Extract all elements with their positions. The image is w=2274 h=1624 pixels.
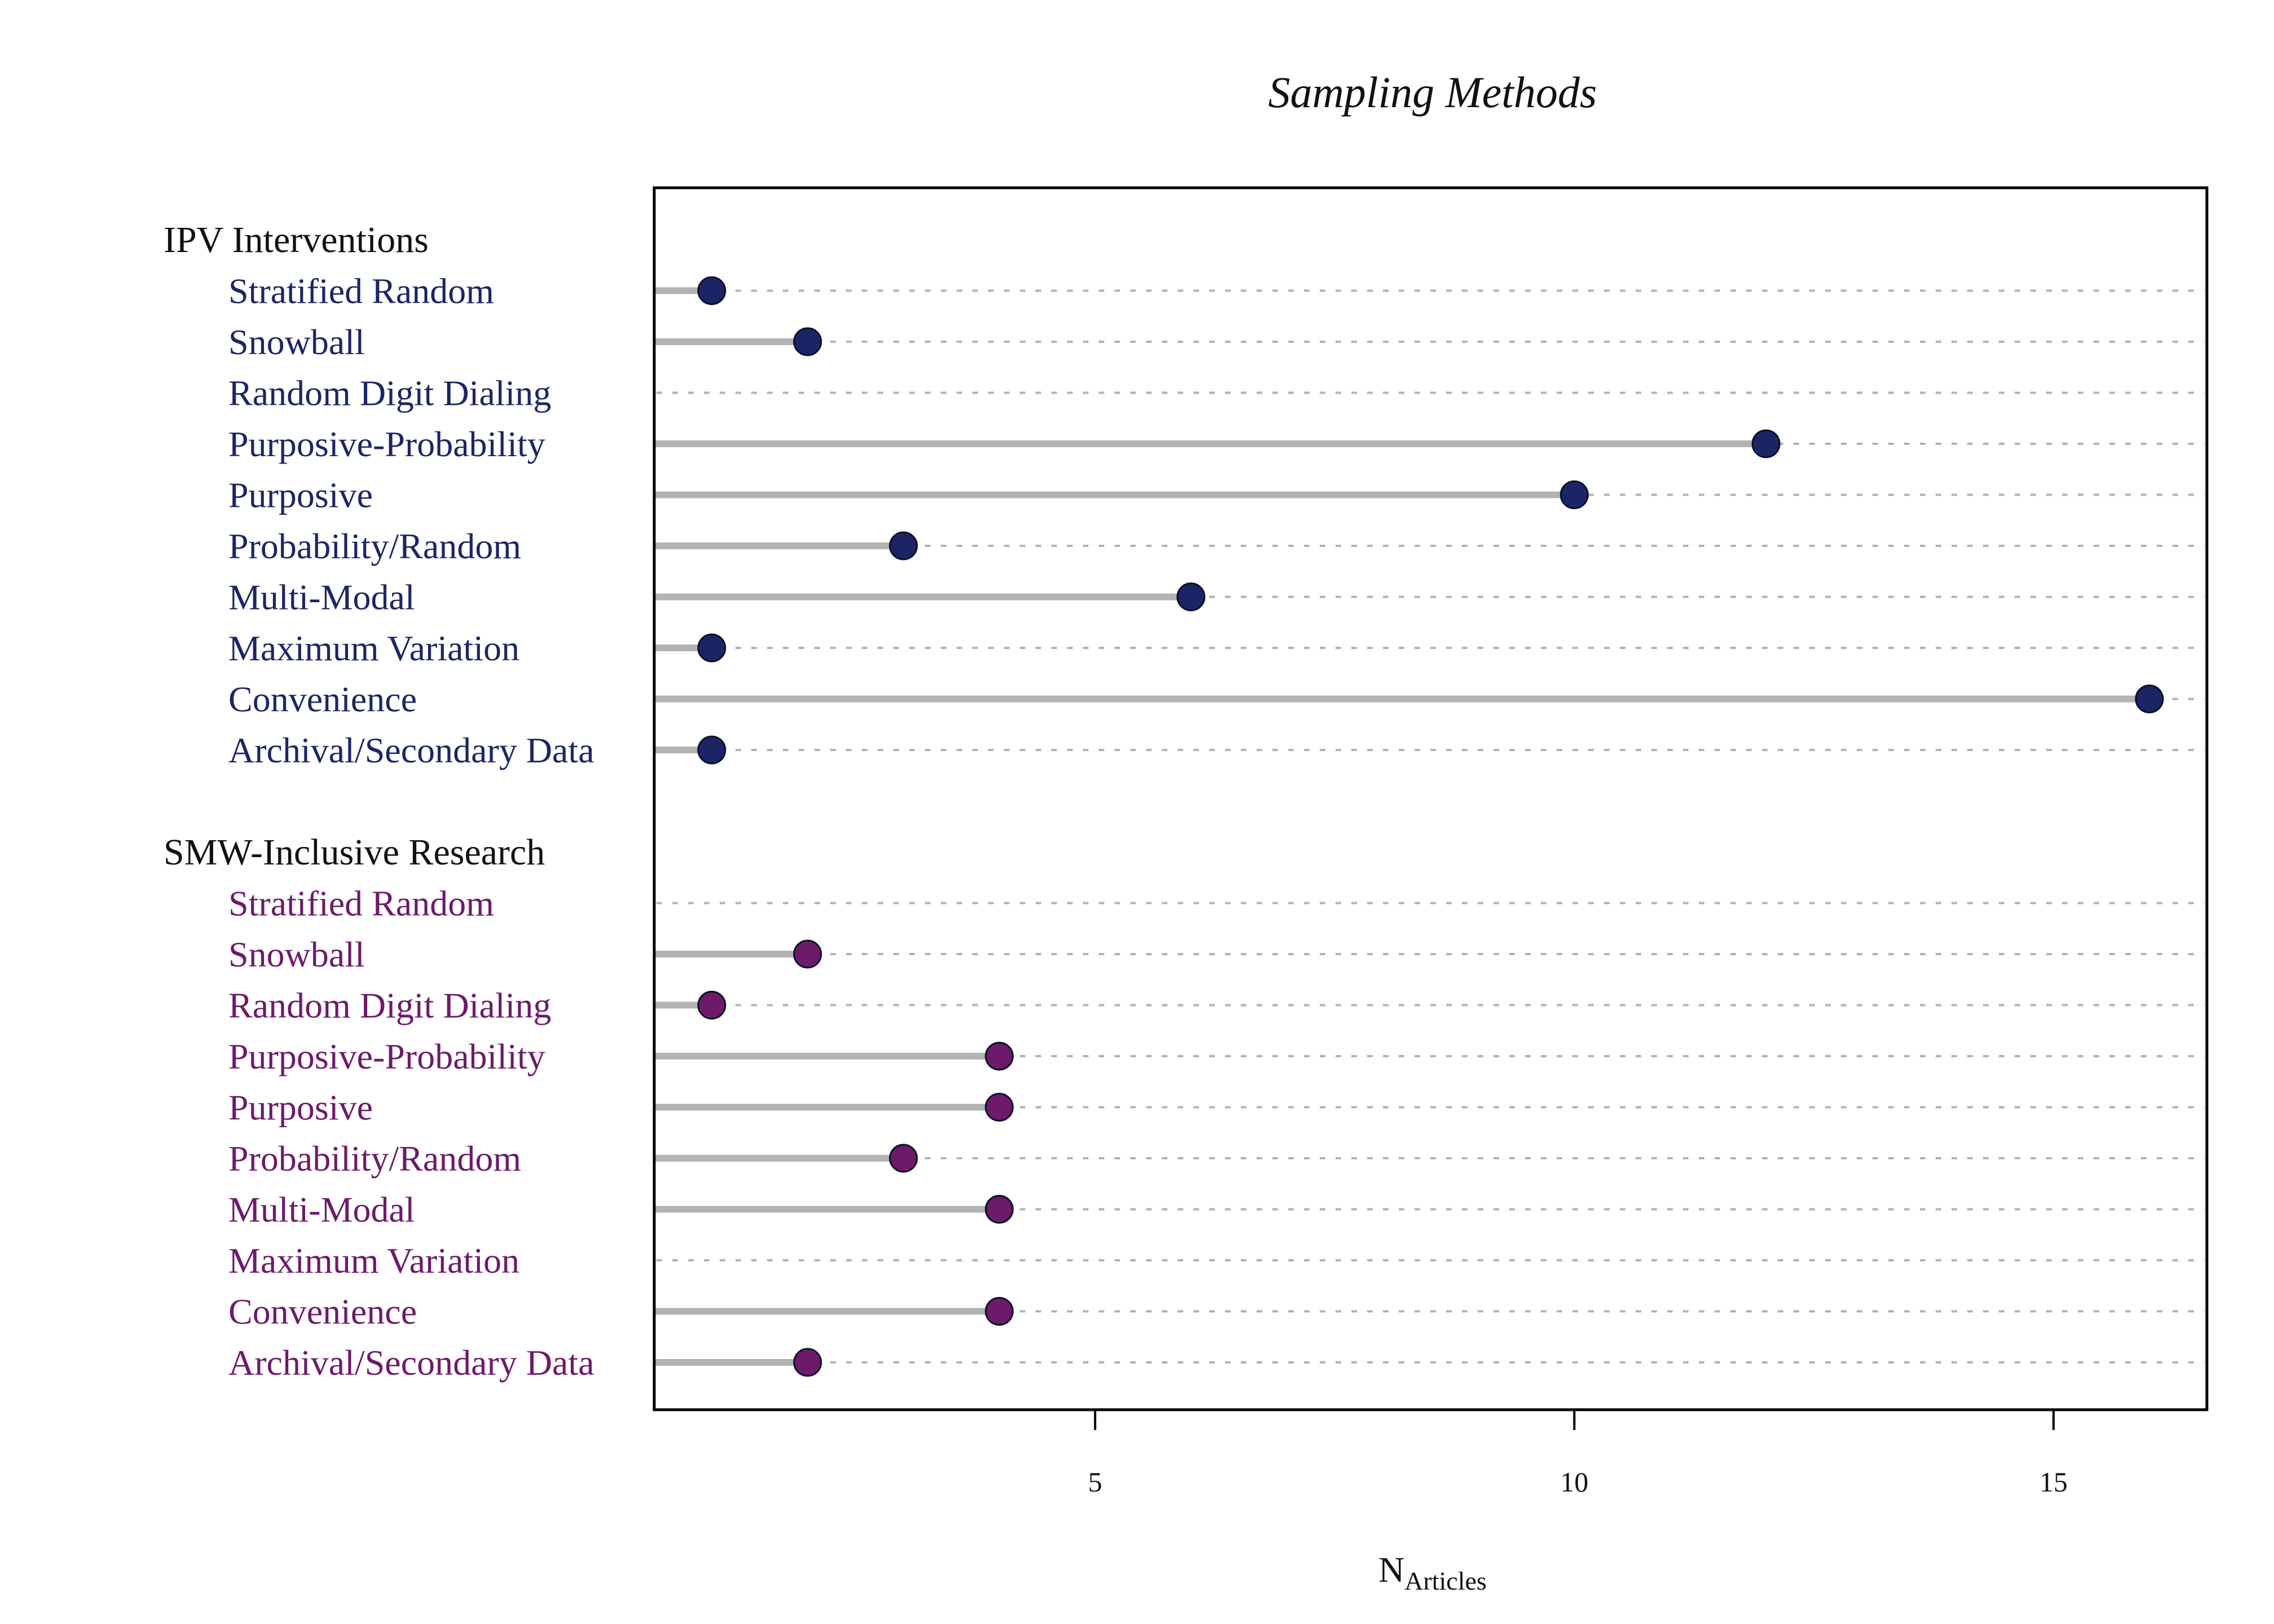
category-label: Convenience: [228, 679, 417, 720]
x-tick-label: 5: [1088, 1466, 1102, 1498]
category-label: Probability/Random: [228, 1138, 521, 1179]
plot-frame: [653, 186, 2209, 1411]
chart-title: Sampling Methods: [1268, 68, 1597, 117]
category-label: Random Digit Dialing: [228, 986, 551, 1026]
category-label: Purposive-Probability: [228, 1036, 545, 1076]
category-label: Archival/Secondary Data: [228, 730, 594, 770]
category-label: Stratified Random: [228, 271, 494, 311]
chart-rows: IPV Interventions Stratified Random Snowba…: [164, 219, 2205, 1383]
category-label: Maximum Variation: [228, 628, 519, 668]
lollipop-point: [793, 327, 822, 356]
lollipop-point: [1559, 480, 1589, 509]
x-axis-label-main: N: [1378, 1550, 1404, 1590]
lollipop-point: [985, 1195, 1014, 1224]
x-tick-label: 10: [1560, 1466, 1588, 1498]
category-label: Multi-Modal: [228, 577, 415, 617]
category-label: Archival/Secondary Data: [228, 1343, 594, 1383]
x-axis: 5 10 15: [1088, 1410, 2068, 1498]
x-axis-label: NArticles: [1378, 1550, 1487, 1595]
lollipop-point: [697, 633, 726, 663]
category-label: Stratified Random: [228, 884, 494, 924]
lollipop-point: [793, 939, 822, 969]
category-label: Maximum Variation: [228, 1241, 519, 1281]
lollipop-point: [985, 1093, 1014, 1122]
category-label: Convenience: [228, 1292, 417, 1332]
lollipop-point: [697, 735, 726, 765]
lollipop-point: [793, 1348, 822, 1377]
category-label: Random Digit Dialing: [228, 373, 551, 413]
lollipop-point: [1751, 429, 1781, 458]
category-label: Purposive-Probability: [228, 424, 545, 464]
x-axis-label-subscript: Articles: [1404, 1566, 1487, 1595]
lollipop-point: [697, 276, 726, 305]
lollipop-point: [697, 991, 726, 1020]
category-label: Probability/Random: [228, 526, 521, 566]
lollipop-point: [985, 1042, 1014, 1071]
lollipop-point: [889, 531, 918, 561]
category-label: Snowball: [228, 934, 365, 974]
category-label: Purposive: [228, 1088, 373, 1128]
lollipop-point: [985, 1297, 1014, 1326]
group-label: IPV Interventions: [164, 219, 429, 261]
x-tick-label: 15: [2039, 1466, 2068, 1498]
category-label: Multi-Modal: [228, 1190, 415, 1230]
category-label: Purposive: [228, 475, 373, 515]
lollipop-point: [1176, 582, 1206, 611]
category-label: Snowball: [228, 322, 365, 362]
lollipop-point: [2135, 685, 2164, 713]
lollipop-point: [889, 1144, 918, 1173]
group-label: SMW-Inclusive Research: [164, 832, 545, 873]
